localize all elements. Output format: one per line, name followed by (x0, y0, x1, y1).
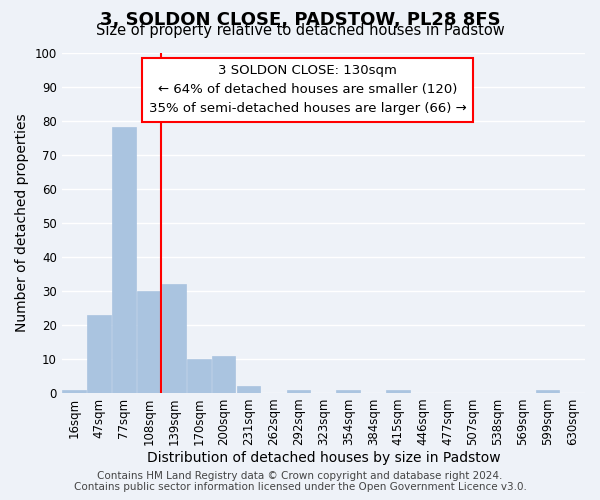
Bar (187, 359, 211, 393)
Bar (212, 356, 235, 393)
Bar (536, 390, 559, 393)
Bar (287, 390, 310, 393)
Bar (386, 390, 410, 393)
Bar (137, 291, 161, 393)
Bar (87, 314, 111, 393)
Bar (162, 284, 185, 393)
Y-axis label: Number of detached properties: Number of detached properties (15, 114, 29, 332)
X-axis label: Distribution of detached houses by size in Padstow: Distribution of detached houses by size … (146, 451, 500, 465)
Text: Contains HM Land Registry data © Crown copyright and database right 2024.
Contai: Contains HM Land Registry data © Crown c… (74, 471, 526, 492)
Bar (62, 390, 86, 393)
Text: Size of property relative to detached houses in Padstow: Size of property relative to detached ho… (95, 24, 505, 38)
Text: 3 SOLDON CLOSE: 130sqm
← 64% of detached houses are smaller (120)
35% of semi-de: 3 SOLDON CLOSE: 130sqm ← 64% of detached… (149, 64, 467, 116)
Bar (237, 386, 260, 393)
Text: 3, SOLDON CLOSE, PADSTOW, PL28 8FS: 3, SOLDON CLOSE, PADSTOW, PL28 8FS (100, 12, 500, 30)
Bar (112, 128, 136, 393)
Bar (337, 390, 360, 393)
